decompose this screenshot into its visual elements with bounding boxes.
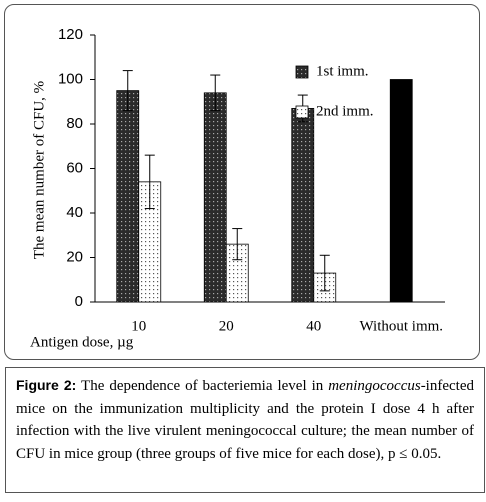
- error-bar: [232, 228, 243, 261]
- y-axis-title: The mean number of CFU, %: [31, 81, 47, 259]
- x-tick-label: Without imm.: [359, 318, 443, 334]
- caption: Figure 2: The dependence of bacteriemia …: [5, 367, 485, 493]
- y-tick-label: 40: [66, 204, 83, 221]
- x-tick-label: 20: [219, 318, 234, 334]
- error-bar: [319, 254, 330, 292]
- bar: [389, 79, 413, 303]
- bar: [116, 90, 140, 303]
- caption-label: Figure 2:: [16, 377, 77, 393]
- y-tick-label: 120: [58, 26, 83, 43]
- caption-text: The dependence of bacteriemia level in: [81, 378, 329, 394]
- y-tick-label: 100: [58, 70, 83, 87]
- legend-label: 2nd imm.: [316, 103, 374, 119]
- bar: [203, 92, 227, 303]
- legend-label: 1st imm.: [316, 63, 369, 79]
- caption-text: -infected mice on the immunization multi…: [16, 378, 474, 462]
- bar: [291, 108, 315, 303]
- y-tick-label: 20: [66, 248, 83, 265]
- y-tick-label: 60: [66, 159, 83, 176]
- caption-text: meningococcus: [328, 378, 421, 394]
- error-bar: [122, 70, 133, 112]
- legend-swatch: [295, 105, 309, 119]
- error-bar: [210, 74, 221, 112]
- legend-swatch: [295, 65, 309, 79]
- y-tick-label: 0: [75, 293, 83, 310]
- error-bar: [144, 154, 155, 210]
- y-tick-label: 80: [66, 115, 83, 132]
- x-axis-title: Antigen dose, µg: [30, 334, 134, 350]
- chart-frame: [4, 4, 480, 360]
- x-tick-label: 10: [131, 318, 146, 334]
- x-tick-label: 40: [306, 318, 321, 334]
- chart: The mean number of CFU, % Antigen dose, …: [30, 26, 445, 350]
